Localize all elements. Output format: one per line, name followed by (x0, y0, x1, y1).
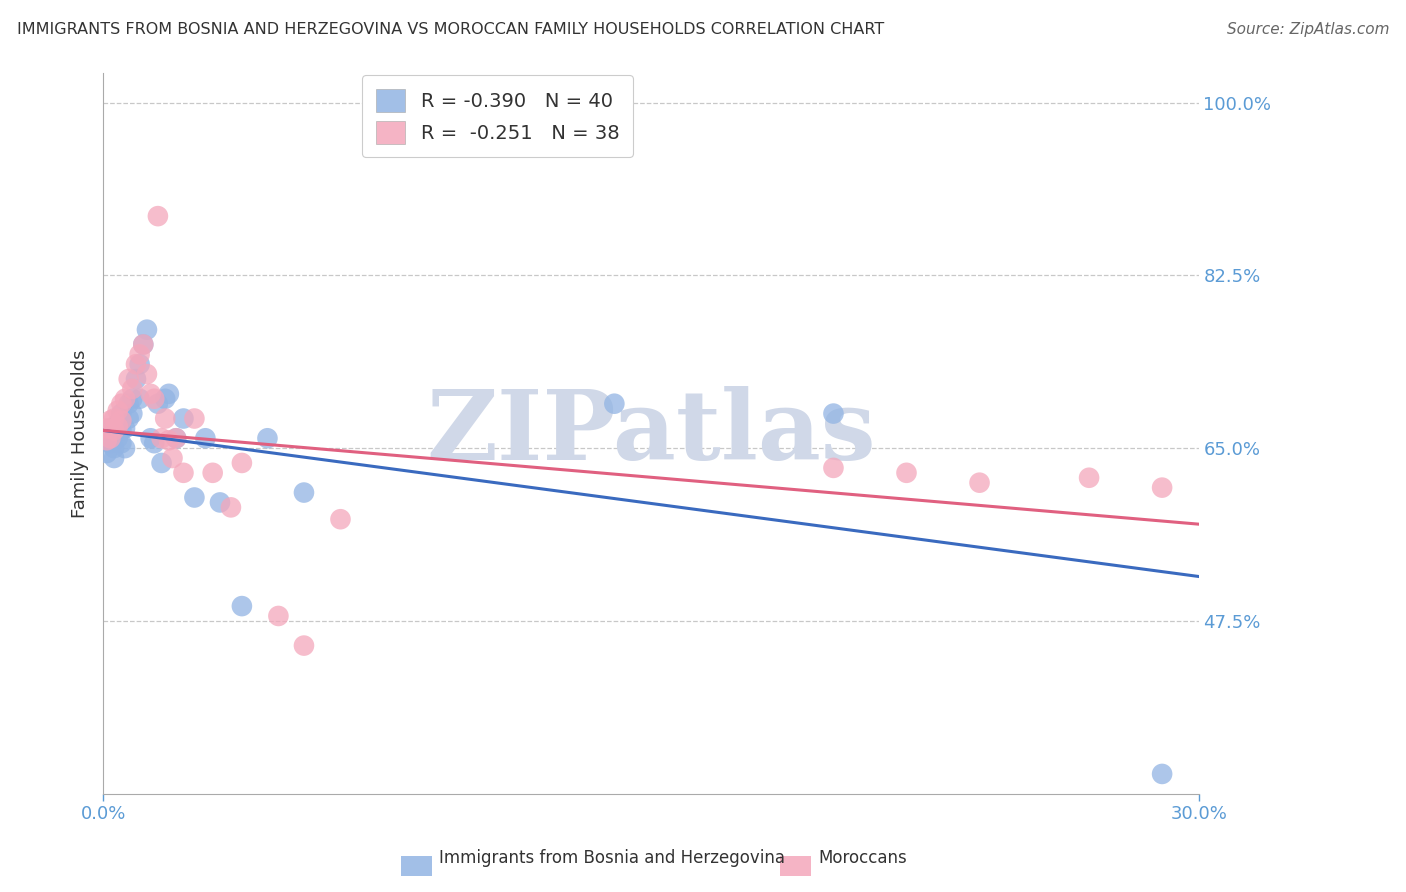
Point (146, 397, 169, 411)
Point (292, 485, 315, 500)
Point (110, 397, 132, 411)
Point (150, 431, 173, 445)
Point (823, 407, 845, 421)
Text: IMMIGRANTS FROM BOSNIA AND HERZEGOVINA VS MOROCCAN FAMILY HOUSEHOLDS CORRELATION: IMMIGRANTS FROM BOSNIA AND HERZEGOVINA V… (17, 22, 884, 37)
Point (201, 466, 224, 480)
Point (110, 436, 132, 450)
Point (896, 466, 918, 480)
Point (219, 500, 242, 515)
Point (103, 423, 125, 437)
Point (157, 434, 180, 448)
Point (146, 209, 169, 223)
Point (128, 392, 150, 406)
Point (136, 323, 159, 337)
Point (118, 397, 141, 411)
Point (231, 456, 253, 470)
Point (96, 446, 118, 460)
Point (194, 431, 217, 445)
Point (139, 387, 162, 401)
Point (103, 450, 125, 465)
Point (162, 450, 184, 465)
Y-axis label: Family Households: Family Households (72, 349, 89, 517)
Point (139, 431, 162, 445)
Legend: R = -0.390   N = 40, R =  -0.251   N = 38: R = -0.390 N = 40, R = -0.251 N = 38 (363, 76, 633, 157)
Point (183, 411, 205, 425)
Point (165, 431, 187, 445)
Text: Source: ZipAtlas.com: Source: ZipAtlas.com (1226, 22, 1389, 37)
Point (103, 441, 125, 455)
Point (100, 431, 122, 445)
Point (1078, 471, 1101, 485)
Point (136, 367, 159, 381)
Point (128, 357, 150, 371)
Point (267, 609, 290, 624)
Point (172, 411, 194, 425)
Point (107, 419, 129, 434)
Point (969, 475, 991, 490)
Point (110, 423, 132, 437)
Point (157, 387, 180, 401)
Point (96, 434, 118, 448)
Point (103, 411, 125, 425)
Point (121, 392, 143, 406)
Point (155, 392, 177, 406)
Point (121, 382, 143, 396)
Point (96, 421, 118, 435)
Point (1152, 481, 1174, 495)
Point (114, 421, 136, 435)
Point (183, 491, 205, 505)
Point (132, 337, 155, 351)
Point (96, 431, 118, 445)
Point (114, 392, 136, 406)
Text: Moroccans: Moroccans (818, 849, 907, 867)
Point (823, 461, 845, 475)
Point (107, 417, 129, 431)
Point (128, 347, 150, 361)
Point (603, 397, 626, 411)
Point (100, 413, 122, 427)
Point (1152, 767, 1174, 781)
Point (208, 495, 231, 509)
Point (114, 441, 136, 455)
Point (107, 431, 129, 445)
Point (107, 403, 129, 417)
Point (143, 436, 166, 450)
Point (231, 599, 253, 613)
Point (100, 421, 122, 435)
Point (125, 357, 148, 371)
Point (118, 372, 141, 386)
Point (329, 512, 352, 526)
Point (150, 456, 173, 470)
Point (143, 392, 166, 406)
Point (292, 639, 315, 653)
Point (165, 431, 187, 445)
Point (256, 431, 278, 445)
Text: Immigrants from Bosnia and Herzegovina: Immigrants from Bosnia and Herzegovina (439, 849, 785, 867)
Point (110, 407, 132, 421)
Point (132, 337, 155, 351)
Point (172, 466, 194, 480)
Point (125, 372, 148, 386)
Point (118, 411, 141, 425)
Point (100, 436, 122, 450)
Point (103, 426, 125, 441)
Point (110, 413, 132, 427)
Point (121, 407, 143, 421)
Text: ZIPatlas: ZIPatlas (426, 386, 876, 480)
Point (155, 411, 177, 425)
